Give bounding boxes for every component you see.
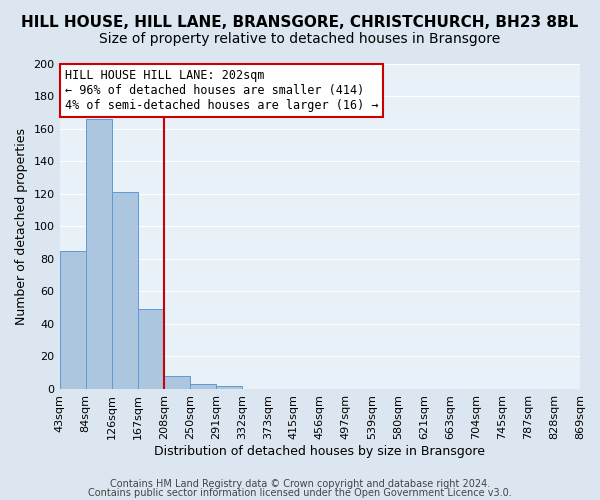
Text: Contains HM Land Registry data © Crown copyright and database right 2024.: Contains HM Land Registry data © Crown c…	[110, 479, 490, 489]
Text: HILL HOUSE, HILL LANE, BRANSGORE, CHRISTCHURCH, BH23 8BL: HILL HOUSE, HILL LANE, BRANSGORE, CHRIST…	[22, 15, 578, 30]
X-axis label: Distribution of detached houses by size in Bransgore: Distribution of detached houses by size …	[154, 444, 485, 458]
Text: Contains public sector information licensed under the Open Government Licence v3: Contains public sector information licen…	[88, 488, 512, 498]
Bar	[86, 119, 112, 389]
Y-axis label: Number of detached properties: Number of detached properties	[15, 128, 28, 325]
Bar	[59, 251, 86, 389]
Bar	[215, 386, 242, 389]
Bar	[112, 192, 137, 389]
Bar	[164, 376, 190, 389]
Bar	[137, 310, 164, 389]
Bar	[190, 384, 215, 389]
Text: HILL HOUSE HILL LANE: 202sqm
← 96% of detached houses are smaller (414)
4% of se: HILL HOUSE HILL LANE: 202sqm ← 96% of de…	[65, 69, 378, 112]
Text: Size of property relative to detached houses in Bransgore: Size of property relative to detached ho…	[100, 32, 500, 46]
